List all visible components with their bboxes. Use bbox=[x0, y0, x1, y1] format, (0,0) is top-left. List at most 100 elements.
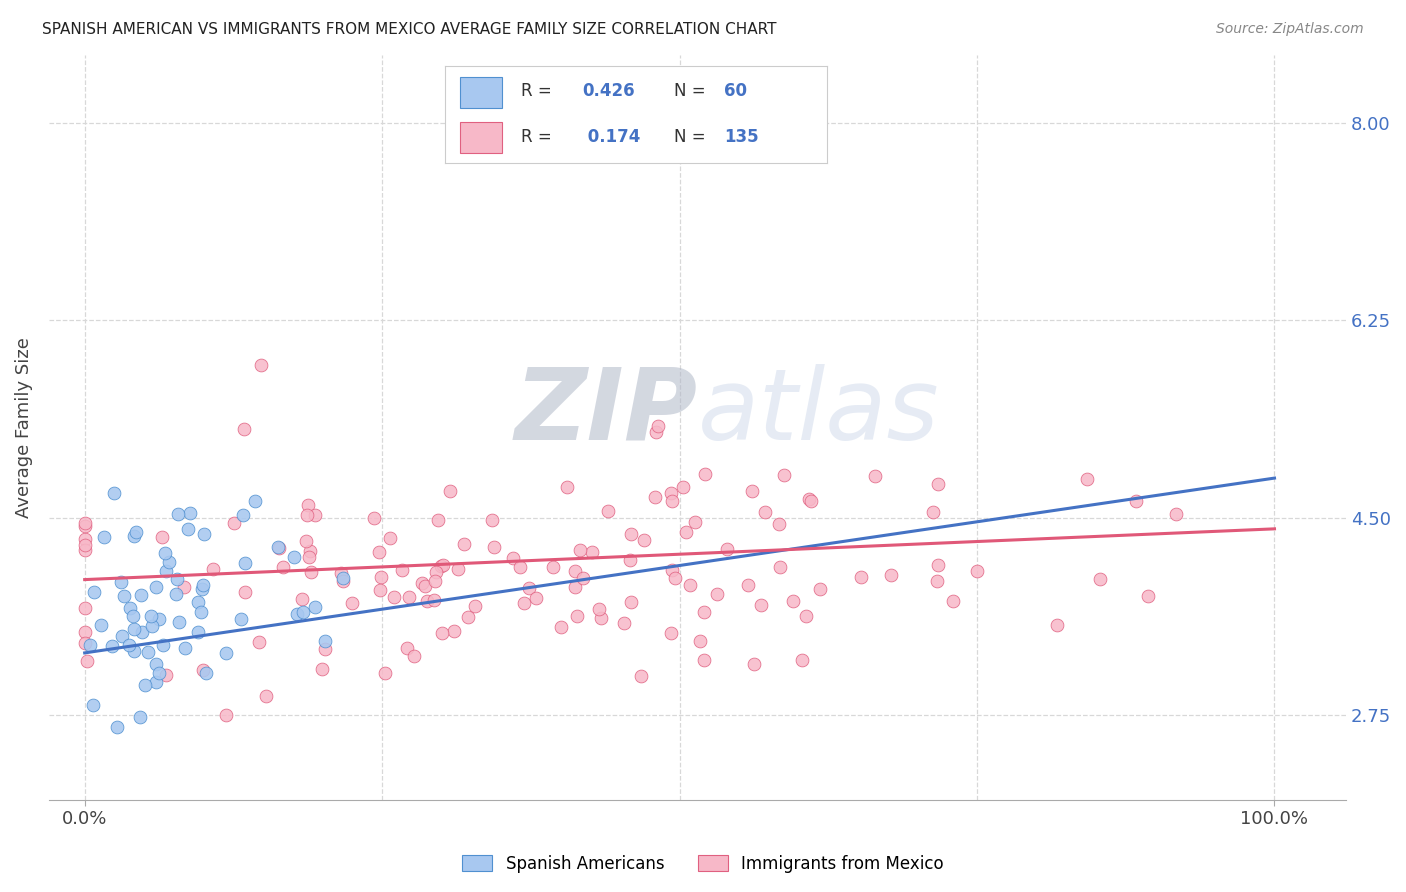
Point bbox=[402, 648, 425, 663]
Point bbox=[121, 609, 143, 624]
Point bbox=[443, 624, 465, 639]
Point bbox=[73, 600, 96, 615]
Point bbox=[439, 484, 461, 499]
Point bbox=[509, 560, 531, 574]
Point bbox=[76, 654, 98, 668]
Point bbox=[741, 483, 763, 498]
Point bbox=[453, 536, 475, 550]
Point bbox=[295, 534, 318, 549]
Point bbox=[1166, 507, 1188, 521]
Point bbox=[215, 707, 238, 722]
Point bbox=[152, 638, 174, 652]
Point bbox=[249, 358, 271, 372]
Point bbox=[340, 596, 363, 610]
Point bbox=[93, 530, 115, 544]
Point bbox=[292, 605, 315, 619]
Point bbox=[101, 640, 124, 654]
Point bbox=[150, 530, 173, 544]
Point bbox=[73, 537, 96, 551]
Point bbox=[927, 476, 949, 491]
Point bbox=[447, 562, 470, 576]
Point bbox=[620, 595, 643, 609]
Point bbox=[1046, 618, 1069, 632]
Point bbox=[693, 605, 716, 619]
Point bbox=[297, 508, 319, 522]
Point bbox=[659, 486, 682, 500]
Point bbox=[512, 596, 534, 610]
Point bbox=[73, 519, 96, 533]
Point bbox=[304, 508, 326, 522]
Point bbox=[675, 525, 697, 540]
Point bbox=[613, 615, 636, 630]
Point bbox=[425, 566, 447, 580]
Point bbox=[921, 505, 943, 519]
Point bbox=[297, 498, 319, 512]
Point bbox=[187, 625, 209, 640]
Point bbox=[174, 640, 197, 655]
Point bbox=[131, 625, 153, 640]
Point bbox=[73, 542, 96, 557]
Point bbox=[411, 576, 433, 591]
Point bbox=[555, 480, 578, 494]
Point bbox=[664, 571, 686, 585]
Point bbox=[426, 512, 449, 526]
Point bbox=[117, 638, 139, 652]
Point bbox=[927, 558, 949, 572]
Point bbox=[304, 600, 326, 615]
Point bbox=[647, 418, 669, 433]
Point bbox=[742, 657, 765, 671]
Point bbox=[139, 608, 162, 623]
Point bbox=[167, 615, 190, 629]
Point bbox=[543, 560, 565, 574]
Point bbox=[267, 541, 290, 555]
Point bbox=[661, 494, 683, 508]
Point bbox=[124, 529, 146, 543]
Point bbox=[224, 516, 246, 530]
Point bbox=[202, 562, 225, 576]
Point bbox=[398, 591, 420, 605]
Point bbox=[110, 574, 132, 589]
Point bbox=[591, 611, 613, 625]
Point bbox=[145, 580, 167, 594]
Point bbox=[145, 657, 167, 672]
Point bbox=[672, 480, 695, 494]
Point bbox=[363, 511, 385, 525]
Point bbox=[190, 605, 212, 619]
Point bbox=[482, 540, 505, 554]
Point bbox=[122, 644, 145, 658]
Point bbox=[865, 469, 887, 483]
Point bbox=[797, 491, 820, 506]
Point bbox=[782, 593, 804, 607]
Y-axis label: Average Family Size: Average Family Size bbox=[15, 337, 32, 517]
Point bbox=[1076, 472, 1098, 486]
Point bbox=[395, 640, 418, 655]
Point bbox=[661, 563, 683, 577]
Point bbox=[191, 582, 214, 596]
Point bbox=[291, 591, 314, 606]
Point bbox=[332, 571, 354, 585]
Point bbox=[233, 584, 256, 599]
Point bbox=[193, 663, 215, 677]
Point bbox=[153, 546, 176, 560]
Point bbox=[502, 551, 524, 566]
Point bbox=[233, 422, 256, 436]
Point bbox=[413, 579, 436, 593]
Point bbox=[430, 559, 453, 574]
Point bbox=[880, 567, 903, 582]
Point bbox=[754, 505, 776, 519]
Point bbox=[689, 633, 711, 648]
Point bbox=[311, 662, 333, 676]
Point bbox=[373, 665, 395, 680]
Point bbox=[285, 607, 308, 622]
Point bbox=[90, 618, 112, 632]
Point bbox=[83, 585, 105, 599]
Point bbox=[167, 507, 190, 521]
Point bbox=[630, 669, 652, 683]
Point bbox=[749, 598, 772, 612]
Point bbox=[596, 504, 619, 518]
Point bbox=[370, 570, 392, 584]
Point bbox=[129, 588, 152, 602]
Point bbox=[271, 560, 294, 574]
Point bbox=[314, 642, 336, 657]
Point bbox=[422, 593, 444, 607]
